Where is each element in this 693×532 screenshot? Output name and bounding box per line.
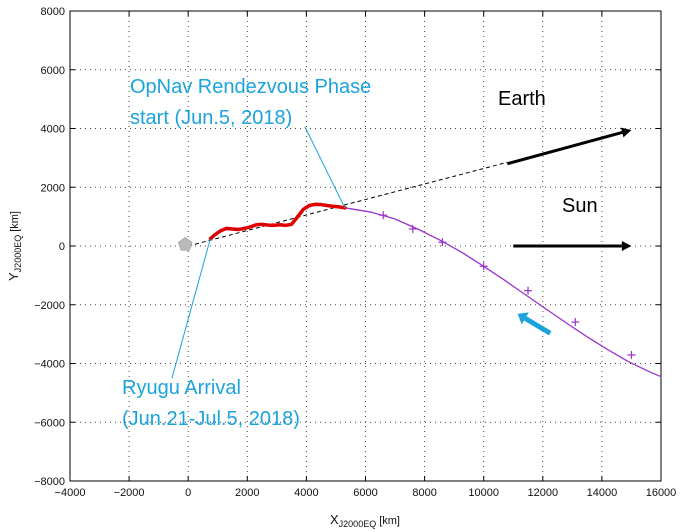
earth-arrow-shaft [506, 131, 623, 166]
approach-marker [627, 350, 636, 359]
y-axis-label-unit: [km] [9, 211, 21, 232]
approach-marker [571, 318, 580, 327]
y-tick-label: 0 [59, 241, 65, 253]
direction-arrows [506, 127, 632, 336]
x-axis-label-sub: J2000EQ [339, 519, 377, 529]
x-tick-label: 4000 [294, 487, 318, 499]
approach-marker [479, 262, 488, 271]
x-axis-label-main: X [330, 512, 339, 527]
arrival-annotation-line1: Ryugu Arrival [122, 377, 241, 399]
trajectory-series [208, 202, 662, 378]
opnav-annotation-line1: OpNav Rendezvous Phase [130, 76, 371, 98]
approach-marker [379, 211, 388, 220]
grid [70, 11, 661, 481]
y-tick-label: −8000 [34, 476, 65, 488]
sun-arrow [513, 241, 632, 251]
approach-marker [408, 224, 417, 233]
approach-marker [524, 286, 533, 295]
opnav-callout-line [304, 126, 346, 209]
y-tick-label: 8000 [41, 6, 65, 18]
arrival-trajectory-line [208, 202, 347, 241]
x-tick-label: −2000 [114, 487, 145, 499]
approach-markers [379, 211, 636, 359]
opnav-annotation-line2: start (Jun.5, 2018) [130, 107, 292, 129]
y-tick-label: −4000 [34, 359, 65, 371]
x-tick-label: 16000 [646, 487, 677, 499]
earth-direction-line [188, 161, 508, 247]
arrival-callout-line [171, 238, 211, 379]
earth-arrow-head [620, 127, 632, 138]
motion-arrow-head [517, 312, 529, 325]
x-axis-label: XJ2000EQ [km] [330, 512, 400, 529]
y-tick-label: 2000 [41, 182, 65, 194]
sun-label: Sun [562, 195, 598, 217]
arrival-annotation-line2: (Jun.21-Jul.5, 2018) [122, 408, 300, 430]
x-tick-label: 2000 [235, 487, 259, 499]
earth-direction-dashed-line [178, 161, 508, 251]
sun-arrow-head [621, 241, 632, 251]
earth-arrow [506, 127, 632, 166]
callout-lines [171, 126, 346, 379]
x-tick-label: −4000 [55, 487, 86, 499]
x-tick-label: 12000 [528, 487, 559, 499]
axis-ticks: −4000 −2000 0 2000 4000 6000 8000 10000 12000 140… [34, 6, 676, 499]
ryugu-marker [178, 236, 193, 251]
y-axis-label-sub: J2000EQ [13, 235, 23, 273]
x-axis-label-unit: [km] [379, 515, 400, 527]
x-tick-label: 10000 [468, 487, 499, 499]
motion-arrow [517, 312, 552, 336]
y-tick-label: 6000 [41, 65, 65, 77]
y-axis-label-main: Y [6, 272, 21, 281]
y-tick-label: −6000 [34, 417, 65, 429]
y-tick-label: −2000 [34, 300, 65, 312]
x-tick-label: 14000 [587, 487, 618, 499]
y-axis-label: YJ2000EQ [km] [6, 211, 23, 281]
x-tick-label: 0 [185, 487, 191, 499]
approach-marker [438, 238, 447, 247]
x-tick-label: 8000 [412, 487, 436, 499]
earth-label: Earth [498, 88, 546, 110]
motion-arrow-shaft [523, 316, 552, 336]
approach-trajectory-line [344, 207, 662, 378]
y-tick-label: 4000 [41, 124, 65, 136]
x-tick-label: 6000 [353, 487, 377, 499]
